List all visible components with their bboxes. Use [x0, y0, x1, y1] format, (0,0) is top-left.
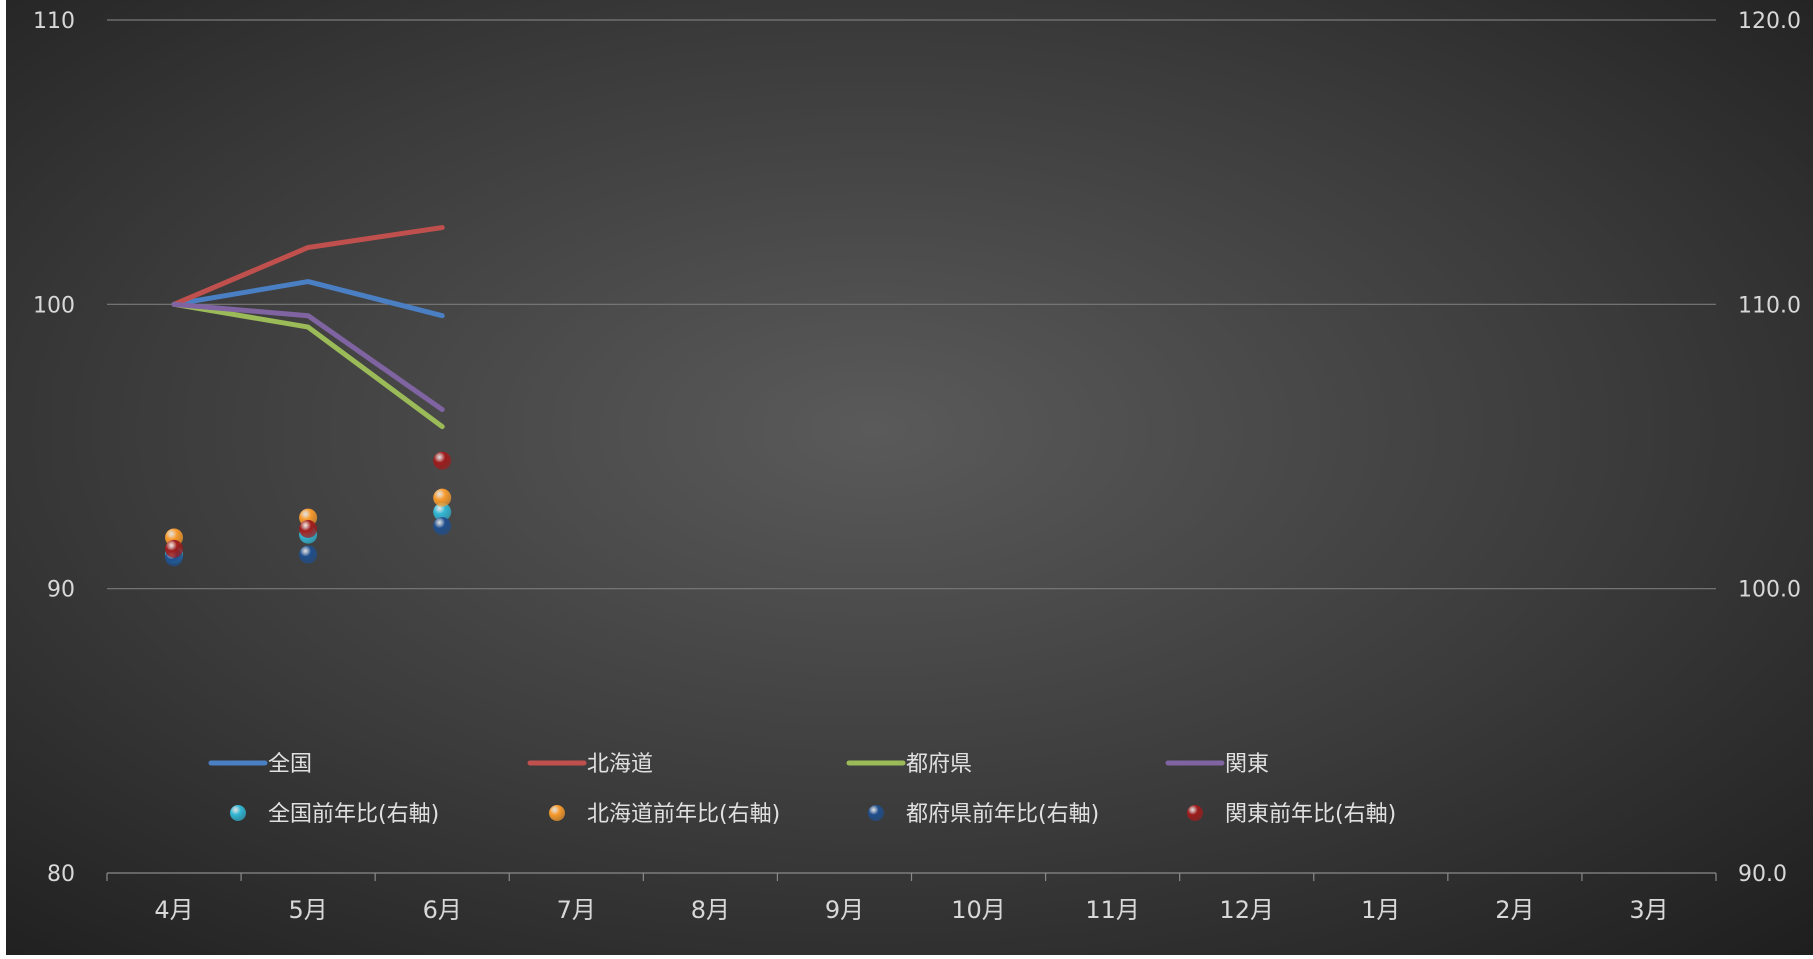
chart-background [6, 0, 1813, 955]
left-axis-tick-label: 110 [33, 9, 75, 34]
series-marker-point [433, 502, 452, 521]
legend-label: 都府県前年比(右軸) [906, 802, 1099, 827]
legend-label: 都府県 [906, 752, 972, 777]
series-line [171, 301, 445, 430]
right-axis-tick-label: 90.0 [1738, 862, 1787, 887]
right-axis-tick-label: 100.0 [1738, 578, 1801, 603]
right-axis-tick-label: 110.0 [1738, 293, 1801, 318]
x-axis-tick-label: 4月 [154, 896, 193, 924]
left-axis-tick-label: 80 [47, 862, 75, 887]
x-axis-tick-label: 1月 [1361, 896, 1400, 924]
series-marker-point [433, 517, 452, 536]
x-axis-tick-label: 12月 [1219, 896, 1274, 924]
legend-swatch-marker [230, 805, 246, 821]
legend-swatch-marker [868, 805, 884, 821]
x-axis-tick-label: 3月 [1629, 896, 1668, 924]
x-axis-tick-label: 6月 [423, 896, 462, 924]
legend-swatch-marker [549, 805, 565, 821]
x-axis-tick-label: 8月 [691, 896, 730, 924]
x-axis-tick-label: 7月 [557, 896, 596, 924]
legend-label: 関東 [1225, 752, 1269, 777]
x-axis-tick-label: 9月 [825, 896, 864, 924]
x-axis-tick-label: 10月 [951, 896, 1006, 924]
x-axis-tick-label: 2月 [1495, 896, 1534, 924]
series-line [171, 225, 445, 307]
legend-swatch-marker [1187, 805, 1203, 821]
series-line [171, 301, 445, 413]
left-axis-tick-label: 100 [33, 293, 75, 318]
x-axis-tick-label: 11月 [1085, 896, 1140, 924]
x-axis-tick-label: 5月 [288, 896, 327, 924]
series-marker-point [433, 488, 452, 507]
series-marker-point [299, 519, 318, 538]
series-marker-point [165, 539, 184, 558]
legend-label: 全国 [268, 752, 312, 777]
left-axis-tick-label: 90 [47, 578, 75, 603]
legend-label: 全国前年比(右軸) [268, 802, 439, 827]
series-line [171, 279, 445, 319]
right-axis-tick-label: 120.0 [1738, 9, 1801, 34]
legend-label: 北海道前年比(右軸) [587, 802, 780, 827]
series-marker-point [299, 545, 318, 564]
series-marker-point [433, 451, 452, 470]
legend-label: 北海道 [587, 752, 653, 777]
legend-label: 関東前年比(右軸) [1225, 802, 1396, 827]
